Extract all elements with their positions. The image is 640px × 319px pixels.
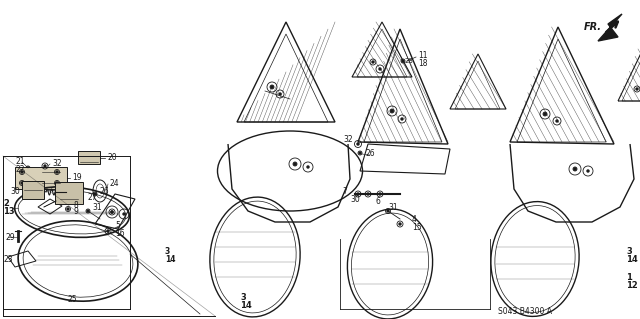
Text: 14: 14 bbox=[165, 255, 175, 263]
Circle shape bbox=[44, 165, 46, 167]
Circle shape bbox=[544, 113, 546, 115]
Text: 18: 18 bbox=[418, 60, 428, 69]
Text: 30: 30 bbox=[10, 188, 20, 197]
Bar bbox=[15, 167, 67, 189]
Circle shape bbox=[574, 168, 576, 170]
Circle shape bbox=[279, 93, 281, 95]
Circle shape bbox=[21, 171, 23, 173]
Text: 8: 8 bbox=[74, 201, 79, 210]
Circle shape bbox=[87, 210, 89, 212]
Text: 2: 2 bbox=[3, 199, 9, 209]
Text: S043 B4300 A: S043 B4300 A bbox=[498, 307, 552, 315]
Circle shape bbox=[574, 168, 576, 170]
Text: 6: 6 bbox=[375, 197, 380, 205]
Circle shape bbox=[359, 152, 361, 154]
Circle shape bbox=[636, 88, 638, 90]
Circle shape bbox=[123, 213, 125, 215]
Text: 21: 21 bbox=[15, 158, 24, 167]
Text: 25: 25 bbox=[68, 294, 77, 303]
Text: 3: 3 bbox=[165, 247, 170, 256]
Text: FR.: FR. bbox=[584, 22, 602, 32]
Text: 22: 22 bbox=[15, 166, 24, 174]
Text: 9: 9 bbox=[74, 207, 79, 217]
Text: 26: 26 bbox=[365, 149, 374, 158]
Polygon shape bbox=[78, 151, 100, 164]
Text: 12: 12 bbox=[626, 281, 637, 291]
Circle shape bbox=[94, 193, 96, 195]
Circle shape bbox=[27, 167, 29, 169]
Circle shape bbox=[56, 182, 58, 184]
Text: 20: 20 bbox=[107, 153, 116, 162]
Text: 31: 31 bbox=[92, 204, 102, 212]
Text: 28: 28 bbox=[405, 58, 414, 64]
Text: 19: 19 bbox=[72, 174, 82, 182]
Circle shape bbox=[387, 210, 389, 212]
Text: 26: 26 bbox=[100, 187, 109, 196]
Circle shape bbox=[401, 118, 403, 120]
Circle shape bbox=[44, 165, 46, 167]
Circle shape bbox=[372, 61, 374, 63]
Text: 29: 29 bbox=[5, 233, 15, 241]
Bar bbox=[22, 181, 44, 199]
Text: 27: 27 bbox=[88, 192, 98, 202]
Circle shape bbox=[21, 182, 23, 184]
Text: 3: 3 bbox=[240, 293, 246, 301]
Circle shape bbox=[111, 211, 113, 213]
Circle shape bbox=[107, 230, 109, 232]
Text: 7: 7 bbox=[342, 187, 347, 196]
Text: 15: 15 bbox=[412, 222, 422, 232]
Text: 16: 16 bbox=[115, 229, 125, 239]
Circle shape bbox=[357, 143, 359, 145]
Circle shape bbox=[636, 88, 638, 90]
Text: 24: 24 bbox=[110, 180, 120, 189]
Text: 23: 23 bbox=[3, 255, 13, 263]
Text: 30: 30 bbox=[350, 195, 360, 204]
Circle shape bbox=[27, 167, 29, 169]
Circle shape bbox=[67, 208, 69, 210]
Text: 32: 32 bbox=[343, 135, 353, 144]
Text: 1: 1 bbox=[626, 272, 632, 281]
Circle shape bbox=[67, 208, 69, 210]
Text: 5: 5 bbox=[115, 221, 120, 231]
Circle shape bbox=[271, 86, 273, 88]
Circle shape bbox=[26, 171, 28, 173]
Text: 3: 3 bbox=[626, 247, 632, 256]
Circle shape bbox=[294, 163, 296, 165]
Circle shape bbox=[391, 110, 393, 112]
Circle shape bbox=[391, 110, 393, 112]
Circle shape bbox=[357, 193, 359, 195]
Circle shape bbox=[379, 68, 381, 70]
Circle shape bbox=[556, 120, 558, 122]
Text: 14: 14 bbox=[240, 301, 252, 310]
Circle shape bbox=[587, 170, 589, 172]
Circle shape bbox=[403, 60, 404, 62]
Circle shape bbox=[379, 193, 381, 195]
Text: 14: 14 bbox=[626, 256, 637, 264]
Circle shape bbox=[56, 171, 58, 173]
Circle shape bbox=[111, 211, 113, 213]
Circle shape bbox=[402, 60, 404, 62]
Text: 31: 31 bbox=[388, 203, 397, 211]
Circle shape bbox=[544, 113, 546, 115]
Circle shape bbox=[399, 223, 401, 225]
Circle shape bbox=[294, 163, 296, 165]
Text: 4: 4 bbox=[412, 214, 417, 224]
Circle shape bbox=[359, 152, 361, 154]
Text: 11: 11 bbox=[418, 51, 428, 61]
Circle shape bbox=[372, 61, 374, 63]
Circle shape bbox=[367, 193, 369, 195]
Circle shape bbox=[357, 143, 359, 145]
Text: 13: 13 bbox=[3, 207, 15, 217]
Circle shape bbox=[271, 86, 273, 88]
Polygon shape bbox=[598, 14, 622, 41]
Bar bbox=[55, 182, 83, 204]
Circle shape bbox=[307, 166, 309, 168]
Text: 32: 32 bbox=[52, 160, 61, 168]
